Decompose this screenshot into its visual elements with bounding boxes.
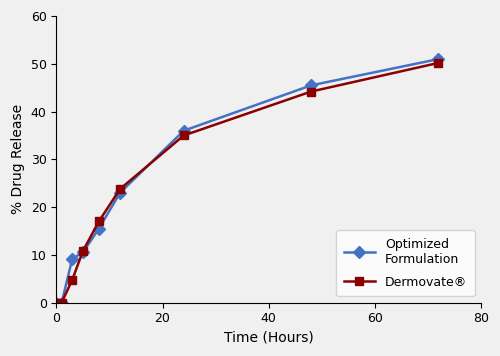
Dermovate®	[308, 89, 314, 94]
Optimized
Formulation	[117, 191, 123, 195]
Dermovate®	[180, 134, 186, 138]
Dermovate®	[58, 300, 64, 305]
Dermovate®	[436, 61, 442, 65]
Line: Optimized
Formulation: Optimized Formulation	[52, 55, 442, 307]
Optimized
Formulation	[180, 129, 186, 133]
X-axis label: Time (Hours): Time (Hours)	[224, 331, 314, 345]
Optimized
Formulation	[80, 250, 86, 255]
Dermovate®	[96, 219, 102, 224]
Optimized
Formulation	[58, 300, 64, 305]
Legend: Optimized
Formulation, Dermovate®: Optimized Formulation, Dermovate®	[336, 230, 474, 296]
Optimized
Formulation	[96, 226, 102, 231]
Optimized
Formulation	[54, 300, 60, 305]
Line: Dermovate®: Dermovate®	[52, 59, 442, 307]
Dermovate®	[117, 187, 123, 191]
Optimized
Formulation	[436, 57, 442, 61]
Optimized
Formulation	[308, 83, 314, 88]
Optimized
Formulation	[70, 257, 75, 261]
Dermovate®	[54, 300, 60, 305]
Y-axis label: % Drug Release: % Drug Release	[11, 104, 25, 214]
Dermovate®	[80, 249, 86, 253]
Dermovate®	[70, 278, 75, 282]
